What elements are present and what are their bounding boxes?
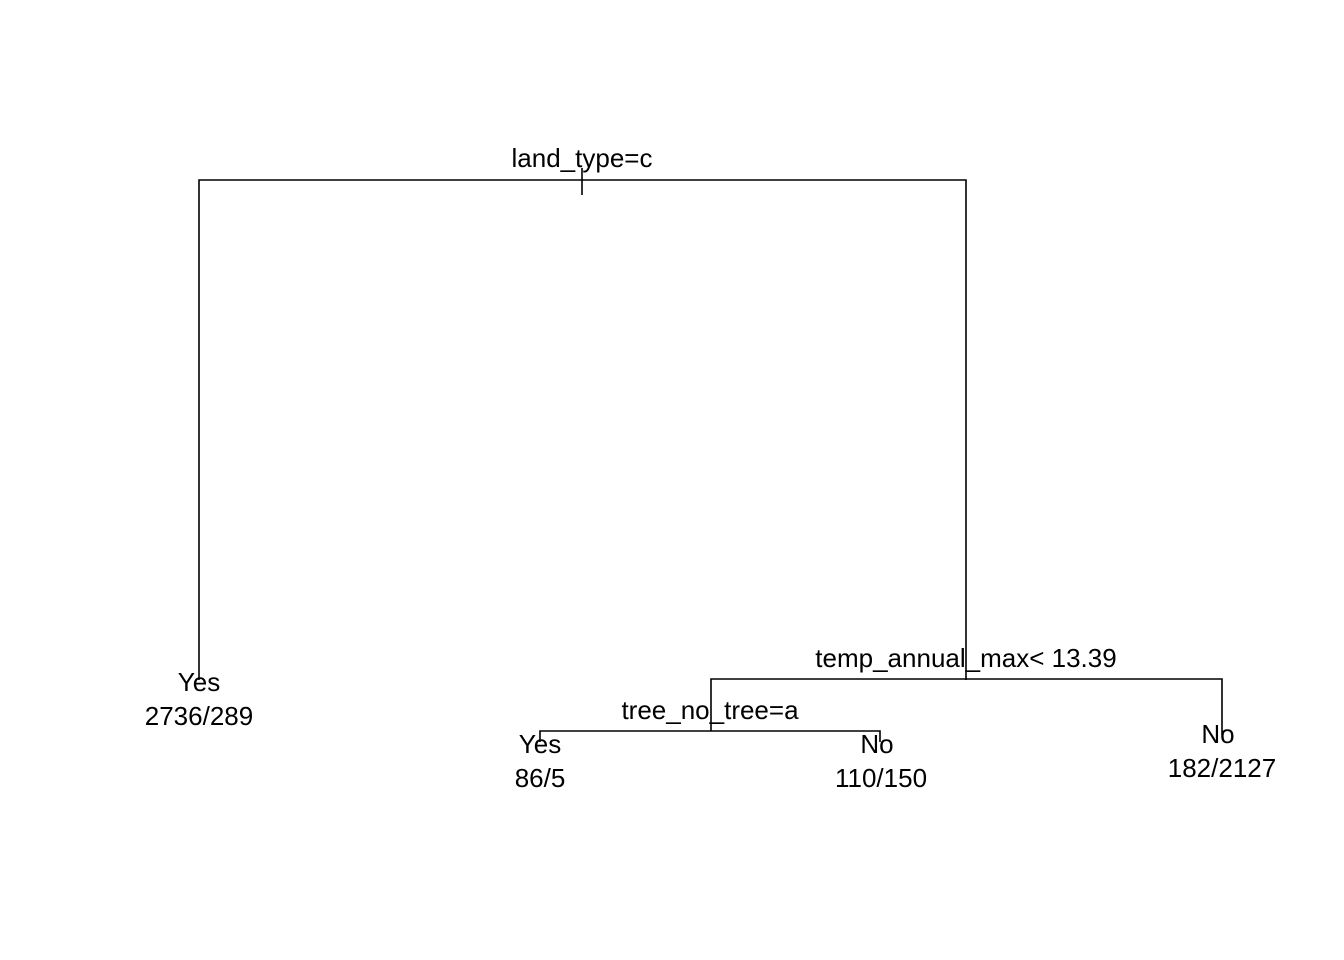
leaf-class-label: Yes xyxy=(178,667,220,697)
leaf-node-3: No 110/150 xyxy=(835,729,927,793)
leaf-class-label: No xyxy=(860,729,893,759)
leaf-node-4: No 182/2127 xyxy=(1168,719,1276,783)
root-branch-edges xyxy=(198,179,967,680)
tree-no-tree-split: tree_no_tree=a xyxy=(539,695,881,742)
temp-split: temp_annual_max< 13.39 xyxy=(710,643,1223,735)
leaf-node-2: Yes 86/5 xyxy=(515,729,566,793)
leaf-class-label: Yes xyxy=(519,729,561,759)
leaf-counts-label: 2736/289 xyxy=(145,701,253,731)
leaf-counts-label: 110/150 xyxy=(835,763,927,793)
tree-no-tree-branch-edges xyxy=(539,730,881,742)
root-split: land_type=c xyxy=(198,143,967,680)
leaf-class-label: No xyxy=(1201,719,1234,749)
temp-split-label: temp_annual_max< 13.39 xyxy=(815,643,1116,673)
root-split-label: land_type=c xyxy=(512,143,653,173)
leaf-counts-label: 182/2127 xyxy=(1168,753,1276,783)
leaf-node-1: Yes 2736/289 xyxy=(145,667,253,731)
temp-branch-edges xyxy=(710,678,1223,735)
tree-no-tree-split-label: tree_no_tree=a xyxy=(621,695,799,725)
leaf-counts-label: 86/5 xyxy=(515,763,566,793)
